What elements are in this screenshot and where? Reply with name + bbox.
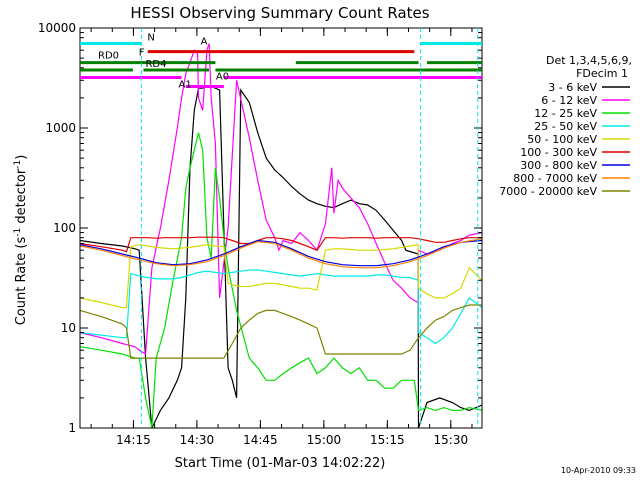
x-tick-label-3: 14:45	[243, 433, 278, 447]
legend-label-3: 12 - 25 keV	[534, 107, 597, 120]
x-axis-label: Start Time (01-Mar-03 14:02:22)	[175, 456, 386, 471]
series-line-7	[80, 239, 482, 267]
rd0-label: RD0	[98, 51, 119, 62]
series-line-4	[80, 269, 482, 345]
y-tick-label-1: 1	[68, 421, 76, 435]
legend-label-5: 50 - 100 keV	[527, 133, 597, 146]
legend-label-1: 3 - 6 keV	[548, 81, 597, 94]
rd4-label: RD4	[145, 59, 166, 70]
a1-label: A1	[179, 79, 192, 90]
x-tick-label-1: 14:15	[116, 433, 151, 447]
a-label: A	[201, 37, 208, 48]
series-line-9	[80, 304, 482, 359]
legend-label-7: 300 - 800 keV	[520, 159, 597, 172]
series-line-8	[80, 238, 482, 269]
x-tick-label-4: 15:00	[307, 433, 342, 447]
series-line-5	[80, 243, 482, 309]
footer-timestamp: 10-Apr-2010 09:33	[561, 466, 636, 475]
legend-label-8: 800 - 7000 keV	[513, 172, 597, 185]
x-tick-label-6: 15:30	[434, 433, 469, 447]
legend-header-decimation: FDecim 1	[576, 67, 628, 80]
legend-label-9: 7000 - 20000 keV	[499, 185, 597, 198]
f-label: F	[139, 48, 145, 59]
svg-text:Count Rate (s-1 detector-1): Count Rate (s-1 detector-1)	[13, 155, 29, 326]
chart-title: HESSI Observing Summary Count Rates	[130, 4, 429, 22]
series-group	[80, 43, 482, 428]
series-line-6	[80, 236, 482, 253]
legend-label-4: 25 - 50 keV	[534, 120, 597, 133]
plot-layer	[80, 43, 482, 428]
y-tick-label-2: 10	[61, 321, 76, 335]
y-tick-label-5: 10000	[38, 21, 76, 35]
legend-label-2: 6 - 12 keV	[541, 94, 597, 107]
annotation-layer: NF RD0 RD4 A1 A0 A	[80, 28, 482, 428]
series-line-3	[80, 132, 482, 428]
axes-layer: 1 10 100 1000 10000 14:15 14:30 14:45 15:00 15:15…	[38, 21, 482, 447]
x-tick-label-5: 15:15	[370, 433, 405, 447]
a0-label: A0	[216, 71, 229, 82]
y-tick-label-4: 1000	[45, 121, 76, 135]
legend-label-6: 100 - 300 keV	[520, 146, 597, 159]
x-tick-label-2: 14:30	[180, 433, 215, 447]
series-line-2	[80, 43, 482, 356]
y-tick-label-3: 100	[53, 221, 76, 235]
legend-header-detectors: Det 1,3,4,5,6,9,	[546, 54, 632, 67]
y-axis-label: Count Rate (s-1 detector-1)	[13, 155, 29, 326]
n-label: N	[147, 32, 154, 43]
